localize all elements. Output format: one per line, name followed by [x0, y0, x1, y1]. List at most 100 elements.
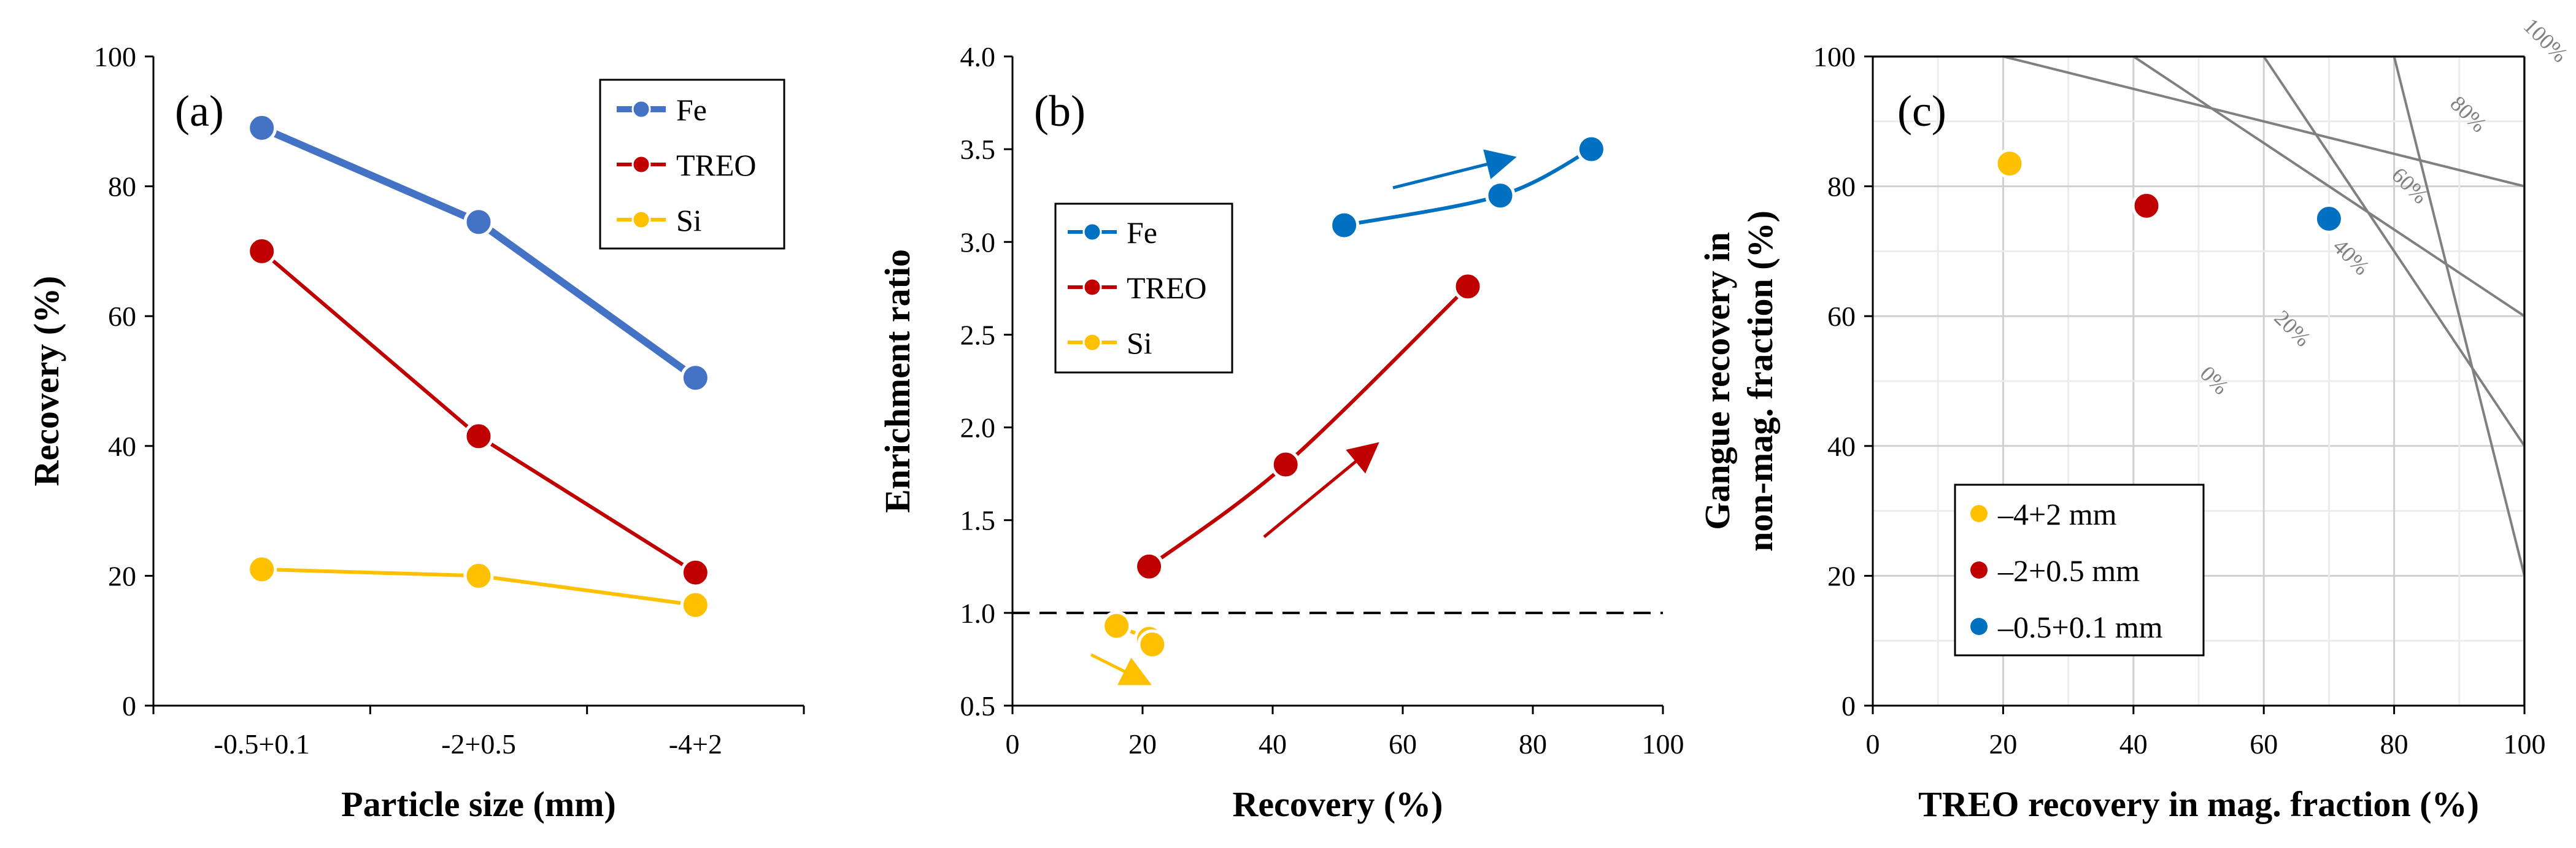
a-point-treo [680, 557, 711, 588]
b-point-fe [1329, 210, 1360, 241]
b-fe-arrow [1392, 149, 1517, 190]
b-x-tick-label: 100 [1642, 728, 1684, 760]
b-y-tick-label: 0.5 [960, 690, 996, 722]
c-legend-marker-05-01 [1970, 618, 1988, 635]
a-point-fe [247, 112, 277, 143]
b-y-tick-label: 2.0 [960, 412, 996, 444]
a-legend-label-si: Si [676, 203, 702, 237]
a-point-fe [680, 363, 711, 393]
c-y-tick-label: 20 [1827, 560, 1856, 592]
a-point-treo [247, 236, 277, 266]
a-legend-label-treo: TREO [676, 148, 757, 182]
c-y-tick-label: 60 [1827, 301, 1856, 332]
a-x-tick-label: -4+2 [669, 728, 722, 760]
b-panel-label: (b) [1034, 87, 1086, 136]
a-legend-marker-si [631, 210, 651, 229]
c-y-tick-label: 100 [1813, 41, 1856, 72]
a-y-tick-label: 80 [108, 171, 136, 202]
a-y-tick-label: 100 [94, 41, 136, 72]
b-si-arrow [1090, 653, 1152, 685]
c-y-tick-label: 0 [1841, 690, 1856, 722]
b-point-treo [1452, 271, 1483, 302]
c-x-tick-label: 60 [2250, 728, 2278, 760]
b-x-tick-label: 80 [1519, 728, 1547, 760]
b-point-si [1101, 611, 1132, 641]
b-x-tick-label: 0 [1006, 728, 1020, 760]
b-point-fe [1576, 134, 1606, 164]
a-x-axis-title: Particle size (mm) [341, 784, 616, 824]
b-point-treo [1270, 449, 1301, 480]
c-point-0 [1994, 148, 2025, 179]
c-y-tick-label: 40 [1827, 431, 1856, 462]
b-y-tick-label: 1.0 [960, 598, 996, 629]
b-y-tick-label: 2.5 [960, 319, 996, 350]
a-y-tick-label: 40 [108, 431, 136, 462]
c-x-tick-label: 20 [1989, 728, 2017, 760]
c-legend-marker-2-05 [1970, 561, 1988, 579]
c-x-tick-label: 80 [2380, 728, 2408, 760]
b-y-tick-label: 1.5 [960, 505, 996, 536]
b-legend-label-si: Si [1127, 326, 1152, 360]
c-x-axis-title: TREO recovery in mag. fraction (%) [1918, 784, 2479, 824]
a-y-axis-title: Recovery (%) [26, 276, 66, 487]
a-x-tick-label: -0.5+0.1 [214, 728, 310, 760]
c-diagonal-line [2393, 56, 2524, 576]
a-point-si [680, 590, 711, 620]
c-panel-label: (c) [1897, 87, 1946, 136]
c-diagonal-label: 40% [2328, 234, 2374, 280]
b-legend-marker-fe [1082, 222, 1102, 242]
panel-a: 0 20 40 60 80 100 -0.5+0.1 -2+0.5 -4+2 (a) Parti… [26, 41, 805, 824]
a-panel-label: (a) [175, 87, 224, 136]
c-legend-marker-4-2 [1970, 505, 1988, 522]
a-legend-marker-treo [631, 155, 651, 174]
b-y-axis-title: Enrichment ratio [877, 249, 917, 513]
b-y-tick-label: 4.0 [960, 41, 996, 72]
b-trend-arrows [1090, 149, 1517, 685]
a-legend-label-fe: Fe [676, 93, 707, 127]
c-diagonal-label: 80% [2445, 91, 2491, 137]
c-diagonal-label: 0% [2196, 361, 2234, 399]
b-x-axis-title: Recovery (%) [1233, 784, 1443, 824]
a-y-tick-label: 20 [108, 560, 136, 592]
b-legend: Fe TREO Si [1054, 202, 1233, 374]
b-legend-label-fe: Fe [1127, 215, 1157, 250]
c-x-tick-label: 100 [2504, 728, 2546, 760]
panel-b: 0.5 1.0 1.5 2.0 2.5 3.0 3.5 4.0 0 20 40 60 80 100 (b)… [877, 41, 1684, 824]
c-diagonal-line [2002, 56, 2524, 188]
b-line-fe [1344, 147, 1592, 228]
a-legend: Fe TREO Si [599, 79, 785, 250]
b-point-si [1137, 629, 1168, 660]
c-x-tick-label: 0 [1866, 728, 1880, 760]
b-x-tick-label: 60 [1389, 728, 1417, 760]
a-point-fe [463, 207, 494, 237]
b-x-tick-label: 20 [1128, 728, 1157, 760]
a-legend-marker-fe [631, 99, 651, 119]
a-y-tick-label: 0 [122, 690, 136, 722]
a-x-tick-label: -2+0.5 [441, 728, 516, 760]
b-y-tick-label: 3.0 [960, 226, 996, 258]
c-x-tick-label: 40 [2119, 728, 2148, 760]
c-legend-label-2-05: –2+0.5 mm [1997, 553, 2140, 588]
b-legend-marker-treo [1082, 277, 1102, 297]
c-diagonal-line [2132, 56, 2524, 317]
c-y-tick-label: 80 [1827, 171, 1856, 202]
a-line-treo [260, 250, 696, 574]
c-legend-label-4-2: –4+2 mm [1997, 497, 2117, 531]
b-x-tick-label: 40 [1259, 728, 1287, 760]
a-point-treo [463, 421, 494, 452]
c-point-1 [2131, 190, 2162, 221]
c-legend-label-05-01: –0.5+0.1 mm [1997, 610, 2163, 644]
c-diagonal-label: 20% [2270, 306, 2316, 352]
a-y-tick-label: 60 [108, 301, 136, 332]
c-point-2 [2313, 204, 2344, 234]
b-legend-label-treo: TREO [1127, 271, 1207, 305]
a-point-si [247, 554, 277, 585]
b-y-tick-label: 3.5 [960, 134, 996, 165]
b-point-fe [1485, 180, 1516, 211]
b-legend-marker-si [1082, 333, 1102, 352]
c-y-axis-title-line1: Gangue recovery in [1697, 232, 1737, 530]
b-point-treo [1134, 551, 1165, 582]
b-treo-arrow [1263, 442, 1379, 538]
